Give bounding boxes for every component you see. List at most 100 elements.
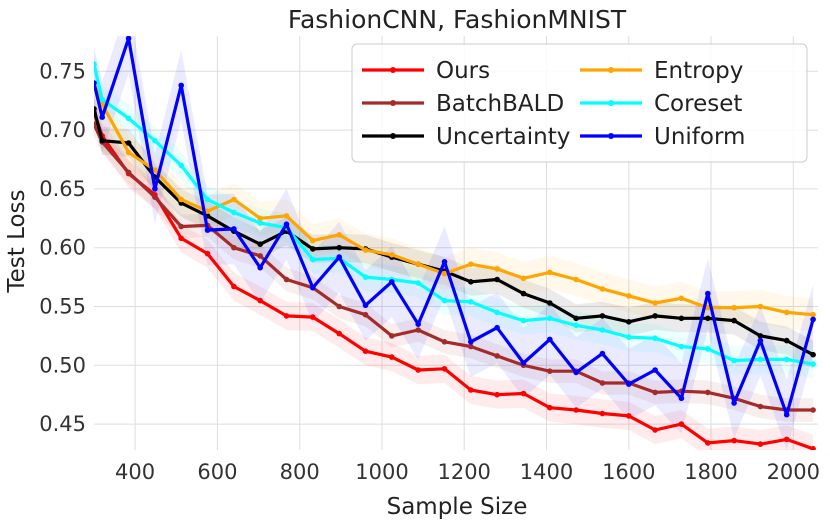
data-point-ours bbox=[283, 313, 290, 319]
data-point-coreset bbox=[731, 357, 737, 364]
data-point-ours bbox=[810, 446, 816, 450]
data-point-coreset bbox=[231, 209, 237, 216]
data-point-coreset bbox=[178, 162, 184, 169]
data-point-uncertainty bbox=[125, 140, 132, 146]
data-point-batchbald bbox=[547, 368, 553, 375]
data-point-coreset bbox=[441, 297, 448, 304]
data-point-ours bbox=[520, 390, 527, 397]
data-point-entropy bbox=[810, 311, 816, 318]
data-point-uniform bbox=[152, 186, 158, 192]
legend-marker-coreset bbox=[608, 100, 614, 106]
data-point-uniform bbox=[204, 227, 211, 233]
data-point-entropy bbox=[757, 303, 764, 310]
data-point-uniform bbox=[731, 400, 737, 406]
legend-marker-uniform bbox=[608, 133, 614, 139]
data-point-ours bbox=[678, 421, 685, 427]
y-tick-label: 0.55 bbox=[39, 295, 86, 319]
data-point-coreset bbox=[626, 334, 632, 340]
data-point-ours bbox=[362, 348, 369, 355]
series-band-batchbald bbox=[94, 112, 814, 422]
data-point-batchbald bbox=[705, 389, 711, 396]
data-point-batchbald bbox=[599, 380, 606, 386]
data-point-uncertainty bbox=[257, 241, 264, 247]
data-point-entropy bbox=[257, 215, 264, 222]
data-point-coreset bbox=[520, 317, 527, 324]
data-point-uniform bbox=[125, 36, 132, 42]
data-point-uniform bbox=[783, 411, 790, 418]
data-point-uniform bbox=[494, 324, 500, 331]
data-point-entropy bbox=[731, 304, 737, 311]
data-point-ours bbox=[573, 407, 579, 413]
data-point-uniform bbox=[468, 339, 474, 345]
data-point-batchbald bbox=[389, 333, 395, 339]
x-tick-label: 400 bbox=[115, 460, 155, 484]
data-point-uncertainty bbox=[547, 300, 553, 306]
data-point-uniform bbox=[599, 350, 606, 357]
x-axis-title: Sample Size bbox=[387, 494, 528, 520]
data-point-batchbald bbox=[441, 339, 448, 345]
data-point-batchbald bbox=[362, 311, 369, 318]
data-point-entropy bbox=[152, 167, 158, 173]
data-point-coreset bbox=[810, 361, 816, 367]
data-point-entropy bbox=[125, 149, 132, 156]
data-point-batchbald bbox=[231, 244, 237, 251]
data-point-entropy bbox=[494, 266, 500, 272]
data-point-entropy bbox=[283, 213, 290, 219]
data-point-uncertainty bbox=[810, 351, 816, 358]
data-point-ours bbox=[415, 367, 422, 373]
data-point-ours bbox=[757, 441, 764, 447]
data-point-coreset bbox=[494, 309, 500, 316]
y-tick-label: 0.70 bbox=[39, 118, 86, 142]
data-point-uniform bbox=[310, 284, 316, 291]
chart-title: FashionCNN, FashionMNIST bbox=[288, 5, 627, 34]
data-point-uncertainty bbox=[494, 276, 500, 283]
data-point-uncertainty bbox=[310, 246, 316, 252]
data-point-entropy bbox=[362, 247, 369, 253]
data-point-uncertainty bbox=[678, 315, 685, 322]
data-point-coreset bbox=[783, 356, 790, 363]
series-band-uniform bbox=[94, 36, 814, 450]
data-point-uniform bbox=[362, 302, 369, 309]
data-point-entropy bbox=[468, 261, 474, 268]
data-point-entropy bbox=[441, 270, 448, 277]
data-point-entropy bbox=[336, 232, 343, 238]
data-point-uniform bbox=[757, 337, 764, 344]
data-point-entropy bbox=[231, 196, 237, 203]
data-point-coreset bbox=[547, 315, 553, 322]
data-point-uniform bbox=[810, 316, 816, 323]
data-point-ours bbox=[257, 297, 264, 304]
data-point-coreset bbox=[599, 327, 606, 333]
data-point-uncertainty bbox=[599, 313, 606, 319]
data-point-batchbald bbox=[415, 327, 422, 333]
data-point-entropy bbox=[310, 237, 316, 244]
y-tick-label: 0.50 bbox=[39, 353, 86, 377]
data-point-coreset bbox=[204, 196, 211, 203]
data-point-ours bbox=[441, 366, 448, 372]
data-point-coreset bbox=[310, 256, 316, 263]
data-point-ours bbox=[599, 410, 606, 417]
data-point-batchbald bbox=[810, 407, 816, 413]
x-tick-label: 1400 bbox=[520, 460, 573, 484]
data-point-coreset bbox=[362, 274, 369, 280]
data-point-uniform bbox=[678, 395, 685, 402]
data-point-coreset bbox=[705, 346, 711, 352]
data-point-uniform bbox=[415, 321, 422, 328]
data-point-uncertainty bbox=[336, 244, 343, 251]
data-point-entropy bbox=[178, 196, 184, 203]
data-point-entropy bbox=[599, 286, 606, 292]
y-tick-label: 0.65 bbox=[39, 177, 86, 201]
data-point-uncertainty bbox=[652, 313, 658, 319]
series-band-entropy bbox=[94, 66, 814, 332]
data-point-uniform bbox=[283, 221, 290, 227]
x-tick-label: 1600 bbox=[602, 460, 655, 484]
data-point-uncertainty bbox=[573, 315, 579, 322]
data-point-coreset bbox=[99, 96, 105, 103]
data-point-entropy bbox=[547, 269, 553, 276]
data-point-ours bbox=[652, 427, 658, 433]
data-point-coreset bbox=[125, 115, 132, 122]
data-point-ours bbox=[468, 387, 474, 393]
data-point-uniform bbox=[705, 290, 711, 297]
legend-marker-uncertainty bbox=[390, 133, 396, 139]
data-point-uncertainty bbox=[705, 315, 711, 322]
data-point-batchbald bbox=[178, 223, 184, 230]
